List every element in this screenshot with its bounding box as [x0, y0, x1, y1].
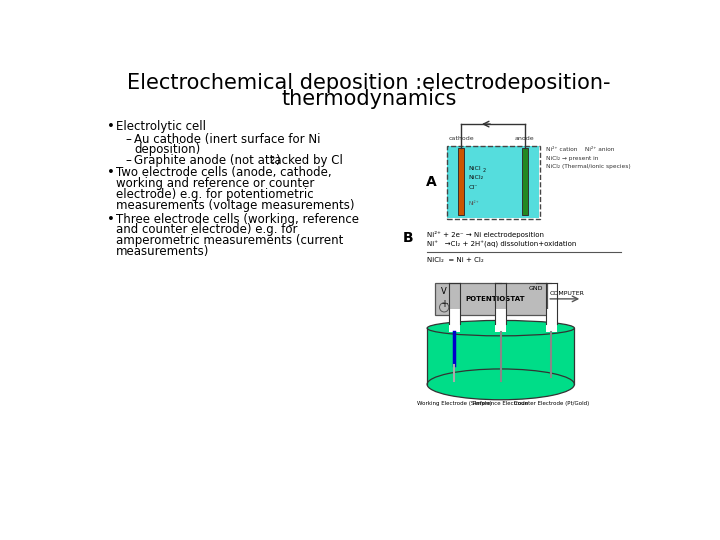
Text: POTENTIOSTAT: POTENTIOSTAT	[465, 296, 525, 302]
Text: thermodynamics: thermodynamics	[282, 90, 456, 110]
Text: Ni²⁺: Ni²⁺	[468, 201, 479, 206]
Text: anode: anode	[515, 136, 534, 141]
Text: A: A	[426, 175, 436, 189]
Text: and counter electrode) e.g. for: and counter electrode) e.g. for	[117, 224, 298, 237]
Text: Working Electrode (Simple): Working Electrode (Simple)	[417, 401, 492, 406]
Ellipse shape	[427, 369, 575, 400]
Bar	[546, 309, 557, 332]
Bar	[427, 328, 575, 384]
Text: deposition): deposition)	[134, 143, 200, 157]
Text: •: •	[107, 120, 115, 133]
Text: Graphite anode (not attacked by Cl: Graphite anode (not attacked by Cl	[134, 154, 343, 167]
Text: Electrolytic cell: Electrolytic cell	[117, 120, 207, 133]
Text: NiCl₂ (Thermal/ionic species): NiCl₂ (Thermal/ionic species)	[546, 164, 631, 169]
Bar	[522, 148, 528, 215]
Text: measurements (voltage measurements): measurements (voltage measurements)	[117, 199, 355, 212]
Text: NiCl: NiCl	[468, 166, 481, 171]
Text: 2: 2	[269, 156, 274, 165]
Text: Ni²⁺ + 2e⁻ → Ni electrodeposition: Ni²⁺ + 2e⁻ → Ni electrodeposition	[427, 231, 544, 238]
Text: –: –	[126, 132, 132, 146]
Bar	[446, 146, 539, 219]
Text: Ni²⁺ cation    Ni²⁺ anion: Ni²⁺ cation Ni²⁺ anion	[546, 147, 614, 152]
Text: Au cathode (inert surface for Ni: Au cathode (inert surface for Ni	[134, 132, 320, 146]
Text: ): )	[275, 154, 280, 167]
Text: cathode: cathode	[449, 136, 474, 141]
Text: Two electrode cells (anode, cathode,: Two electrode cells (anode, cathode,	[117, 166, 332, 179]
Text: GND: GND	[529, 286, 544, 291]
Bar	[495, 309, 506, 332]
Text: amperometric measurements (current: amperometric measurements (current	[117, 234, 343, 247]
Text: NiCl₂ → present in: NiCl₂ → present in	[546, 156, 598, 161]
Text: B: B	[402, 231, 413, 245]
Text: measurements): measurements)	[117, 245, 210, 258]
Bar	[435, 283, 547, 315]
Text: NiCl₂: NiCl₂	[468, 176, 483, 180]
Text: Electrochemical deposition :electrodeposition-: Electrochemical deposition :electrodepos…	[127, 73, 611, 93]
Text: electrode) e.g. for potentiometric: electrode) e.g. for potentiometric	[117, 188, 314, 201]
Bar	[458, 148, 464, 215]
Text: 2: 2	[483, 168, 486, 173]
Text: Cl⁻: Cl⁻	[468, 185, 477, 190]
Text: Three electrode cells (working, reference: Three electrode cells (working, referenc…	[117, 213, 359, 226]
Ellipse shape	[427, 320, 575, 336]
Text: V: V	[441, 287, 447, 296]
Text: COMPUTER: COMPUTER	[549, 291, 585, 296]
Text: Ni⁺   →Cl₂ + 2H⁺(aq) dissolution+oxidation: Ni⁺ →Cl₂ + 2H⁺(aq) dissolution+oxidation	[427, 241, 577, 248]
Text: –: –	[126, 154, 132, 167]
Text: NiCl₂  = Ni + Cl₂: NiCl₂ = Ni + Cl₂	[427, 256, 484, 262]
Text: Counter Electrode (Pt/Gold): Counter Electrode (Pt/Gold)	[513, 401, 589, 406]
Bar	[449, 309, 459, 332]
Bar	[447, 146, 539, 218]
Text: Reference Electrode: Reference Electrode	[473, 401, 528, 406]
Text: •: •	[107, 166, 115, 179]
Text: working and reference or counter: working and reference or counter	[117, 177, 315, 190]
Text: +: +	[440, 299, 448, 309]
Text: •: •	[107, 213, 115, 226]
